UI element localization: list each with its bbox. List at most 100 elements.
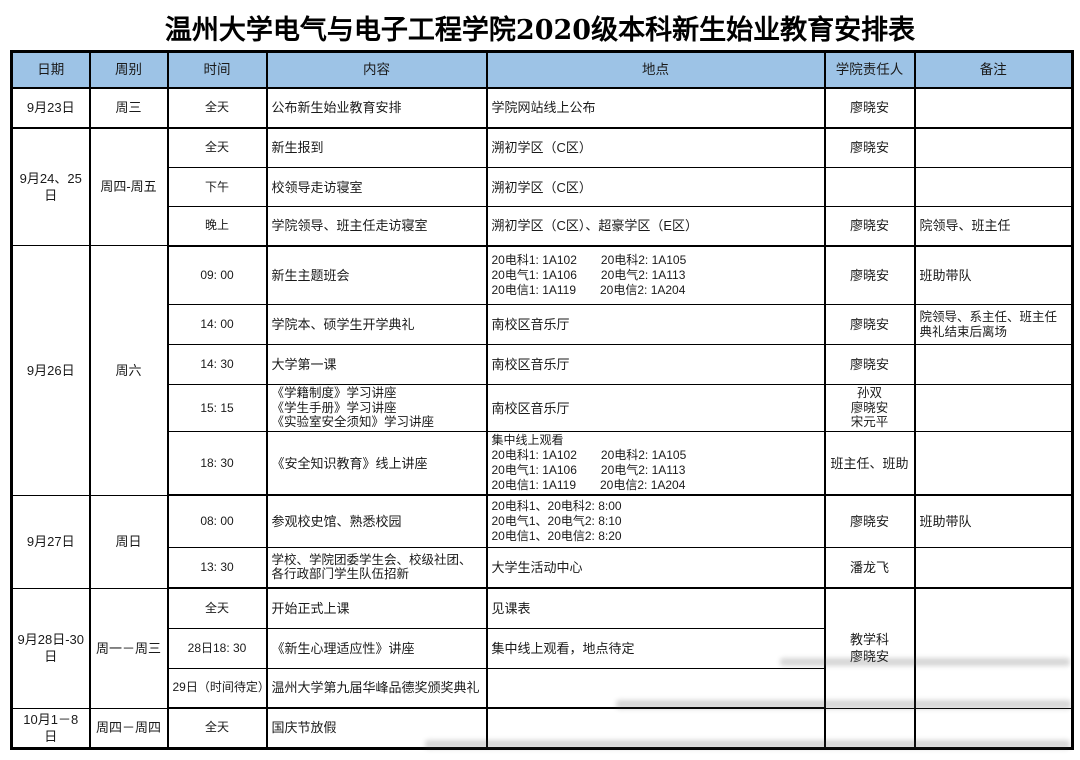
col-header-date: 日期 [10, 51, 91, 89]
place-cell: 南校区音乐厅 [485, 304, 826, 345]
content-cell: 国庆节放假 [265, 707, 488, 749]
date-cell: 9月27日 [10, 494, 91, 589]
owner-cell: 廖晓安 [823, 304, 916, 345]
note-cell [913, 431, 1074, 496]
table-row: 晚上 学院领导、班主任走访寝室 溯初学区（C区）、超豪学区（E区） 廖晓安 院领… [12, 206, 1074, 247]
place-cell [485, 667, 826, 709]
table-row: 14: 00 学院本、硕学生开学典礼 南校区音乐厅 廖晓安 院领导、系主任、班主… [12, 304, 1074, 345]
content-cell: 新生主题班会 [265, 245, 488, 305]
table-row: 9月26日 周六 09: 00 新生主题班会 20电科1: 1A102 20电科… [10, 245, 1074, 496]
week-cell: 周四-周五 [88, 127, 169, 246]
time-cell: 全天 [166, 127, 268, 168]
place-cell: 溯初学区（C区） [485, 167, 826, 207]
date-cell: 9月24、25日 [10, 127, 91, 246]
content-cell: 《新生心理适应性》讲座 [265, 627, 488, 669]
table-row: 29日（时间待定） 温州大学第九届华峰品德奖颁奖典礼 [12, 667, 1073, 709]
time-cell: 全天 [166, 587, 268, 629]
table-row: 18: 30 《安全知识教育》线上讲座 集中线上观看 20电科1: 1A102 … [12, 431, 1074, 496]
time-cell: 18: 30 [166, 431, 268, 496]
col-header-content: 内容 [265, 51, 488, 89]
owner-cell: 班主任、班助 [823, 431, 916, 496]
col-header-note: 备注 [913, 51, 1074, 89]
time-cell: 晚上 [166, 206, 268, 247]
owner-cell: 廖晓安 [823, 87, 916, 129]
time-cell: 08: 00 [166, 494, 268, 548]
week-cell: 周六 [88, 245, 169, 496]
col-header-time: 时间 [166, 51, 268, 89]
col-header-owner: 学院责任人 [823, 51, 916, 89]
week-cell: 周三 [88, 87, 169, 129]
note-cell: 院领导、班主任 [913, 206, 1074, 247]
page-title: 温州大学电气与电子工程学院2020级本科新生始业教育安排表 [164, 15, 916, 46]
content-cell: 学校、学院团委学生会、校级社团、 各行政部门学生队伍招新 [265, 546, 488, 589]
owner-cell [823, 167, 916, 207]
date-cell: 9月26日 [10, 245, 91, 496]
note-cell [913, 707, 1074, 749]
time-cell: 29日（时间待定） [166, 667, 268, 709]
owner-cell: 廖晓安 [823, 206, 916, 247]
note-cell [913, 167, 1074, 207]
content-cell: 学院领导、班主任走访寝室 [265, 206, 488, 247]
place-cell: 集中线上观看 20电科1: 1A102 20电科2: 1A105 20电气1: … [485, 431, 826, 496]
time-cell: 28日18: 30 [166, 627, 268, 669]
place-cell: 溯初学区（C区） [485, 127, 826, 168]
time-cell: 13: 30 [166, 546, 268, 589]
note-cell [913, 87, 1074, 129]
note-cell: 院领导、系主任、班主任 典礼结束后离场 [913, 304, 1074, 345]
place-cell: 南校区音乐厅 [485, 384, 826, 432]
content-cell: 学院本、硕学生开学典礼 [265, 304, 488, 345]
owner-cell: 廖晓安 [823, 127, 916, 168]
owner-cell: 廖晓安 [823, 494, 916, 548]
owner-cell: 廖晓安 [823, 245, 916, 305]
note-cell [913, 587, 1074, 709]
time-cell: 全天 [166, 707, 268, 749]
owner-cell [823, 707, 916, 749]
content-cell: 开始正式上课 [265, 587, 488, 629]
table-row: 10月1－8日 周四－周四 全天 国庆节放假 [10, 707, 1074, 749]
note-cell [913, 546, 1074, 589]
week-cell: 周日 [88, 494, 169, 589]
date-cell: 9月28日-30日 [10, 587, 91, 709]
owner-cell: 潘龙飞 [823, 546, 916, 589]
table-row: 13: 30 学校、学院团委学生会、校级社团、 各行政部门学生队伍招新 大学生活… [12, 546, 1074, 589]
week-cell: 周一－周三 [88, 587, 169, 709]
place-cell: 学院网站线上公布 [485, 87, 826, 129]
content-cell: 温州大学第九届华峰品德奖颁奖典礼 [265, 667, 488, 709]
table-row: 9月28日-30日 周一－周三 全天 开始正式上课 见课表 教学科 廖晓安 [10, 587, 1074, 709]
place-cell: 20电科1、20电科2: 8:00 20电气1、20电气2: 8:10 20电信… [485, 494, 826, 548]
time-cell: 14: 30 [166, 344, 268, 385]
week-cell: 周四－周四 [88, 707, 169, 749]
time-cell: 09: 00 [166, 245, 268, 305]
table-row: 下午 校领导走访寝室 溯初学区（C区） [12, 167, 1074, 207]
note-cell [913, 127, 1074, 168]
content-cell: 《安全知识教育》线上讲座 [265, 431, 488, 496]
date-cell: 9月23日 [10, 87, 91, 129]
content-cell: 《学籍制度》学习讲座 《学生手册》学习讲座 《实验室安全须知》学习讲座 [265, 384, 488, 432]
place-cell: 溯初学区（C区）、超豪学区（E区） [485, 206, 826, 247]
content-cell: 新生报到 [265, 127, 488, 168]
col-header-place: 地点 [485, 51, 826, 89]
place-cell: 南校区音乐厅 [485, 344, 826, 385]
content-cell: 参观校史馆、熟悉校园 [265, 494, 488, 548]
table-row: 28日18: 30 《新生心理适应性》讲座 集中线上观看，地点待定 [12, 627, 1073, 669]
col-header-week: 周别 [88, 51, 169, 89]
time-cell: 14: 00 [166, 304, 268, 345]
schedule-table: 日期 周别 时间 内容 地点 学院责任人 备注 9月23日 周三 全天 公布新生… [10, 50, 1074, 750]
table-row: 15: 15 《学籍制度》学习讲座 《学生手册》学习讲座 《实验室安全须知》学习… [12, 384, 1074, 432]
place-cell: 20电科1: 1A102 20电科2: 1A105 20电气1: 1A106 2… [485, 245, 826, 305]
table-row: 14: 30 大学第一课 南校区音乐厅 廖晓安 [12, 344, 1074, 385]
place-cell: 见课表 [485, 587, 826, 629]
owner-cell: 廖晓安 [823, 344, 916, 385]
owner-cell: 孙双 廖晓安 宋元平 [823, 384, 916, 432]
header-row: 日期 周别 时间 内容 地点 学院责任人 备注 [10, 51, 1074, 89]
note-cell [913, 344, 1074, 385]
place-cell: 大学生活动中心 [485, 546, 826, 589]
place-cell [485, 707, 826, 749]
note-cell: 班助带队 [913, 494, 1074, 548]
time-cell: 15: 15 [166, 384, 268, 432]
table-row: 9月27日 周日 08: 00 参观校史馆、熟悉校园 20电科1、20电科2: … [10, 494, 1074, 589]
place-cell: 集中线上观看，地点待定 [485, 627, 826, 669]
content-cell: 大学第一课 [265, 344, 488, 385]
note-cell [913, 384, 1074, 432]
content-cell: 校领导走访寝室 [265, 167, 488, 207]
